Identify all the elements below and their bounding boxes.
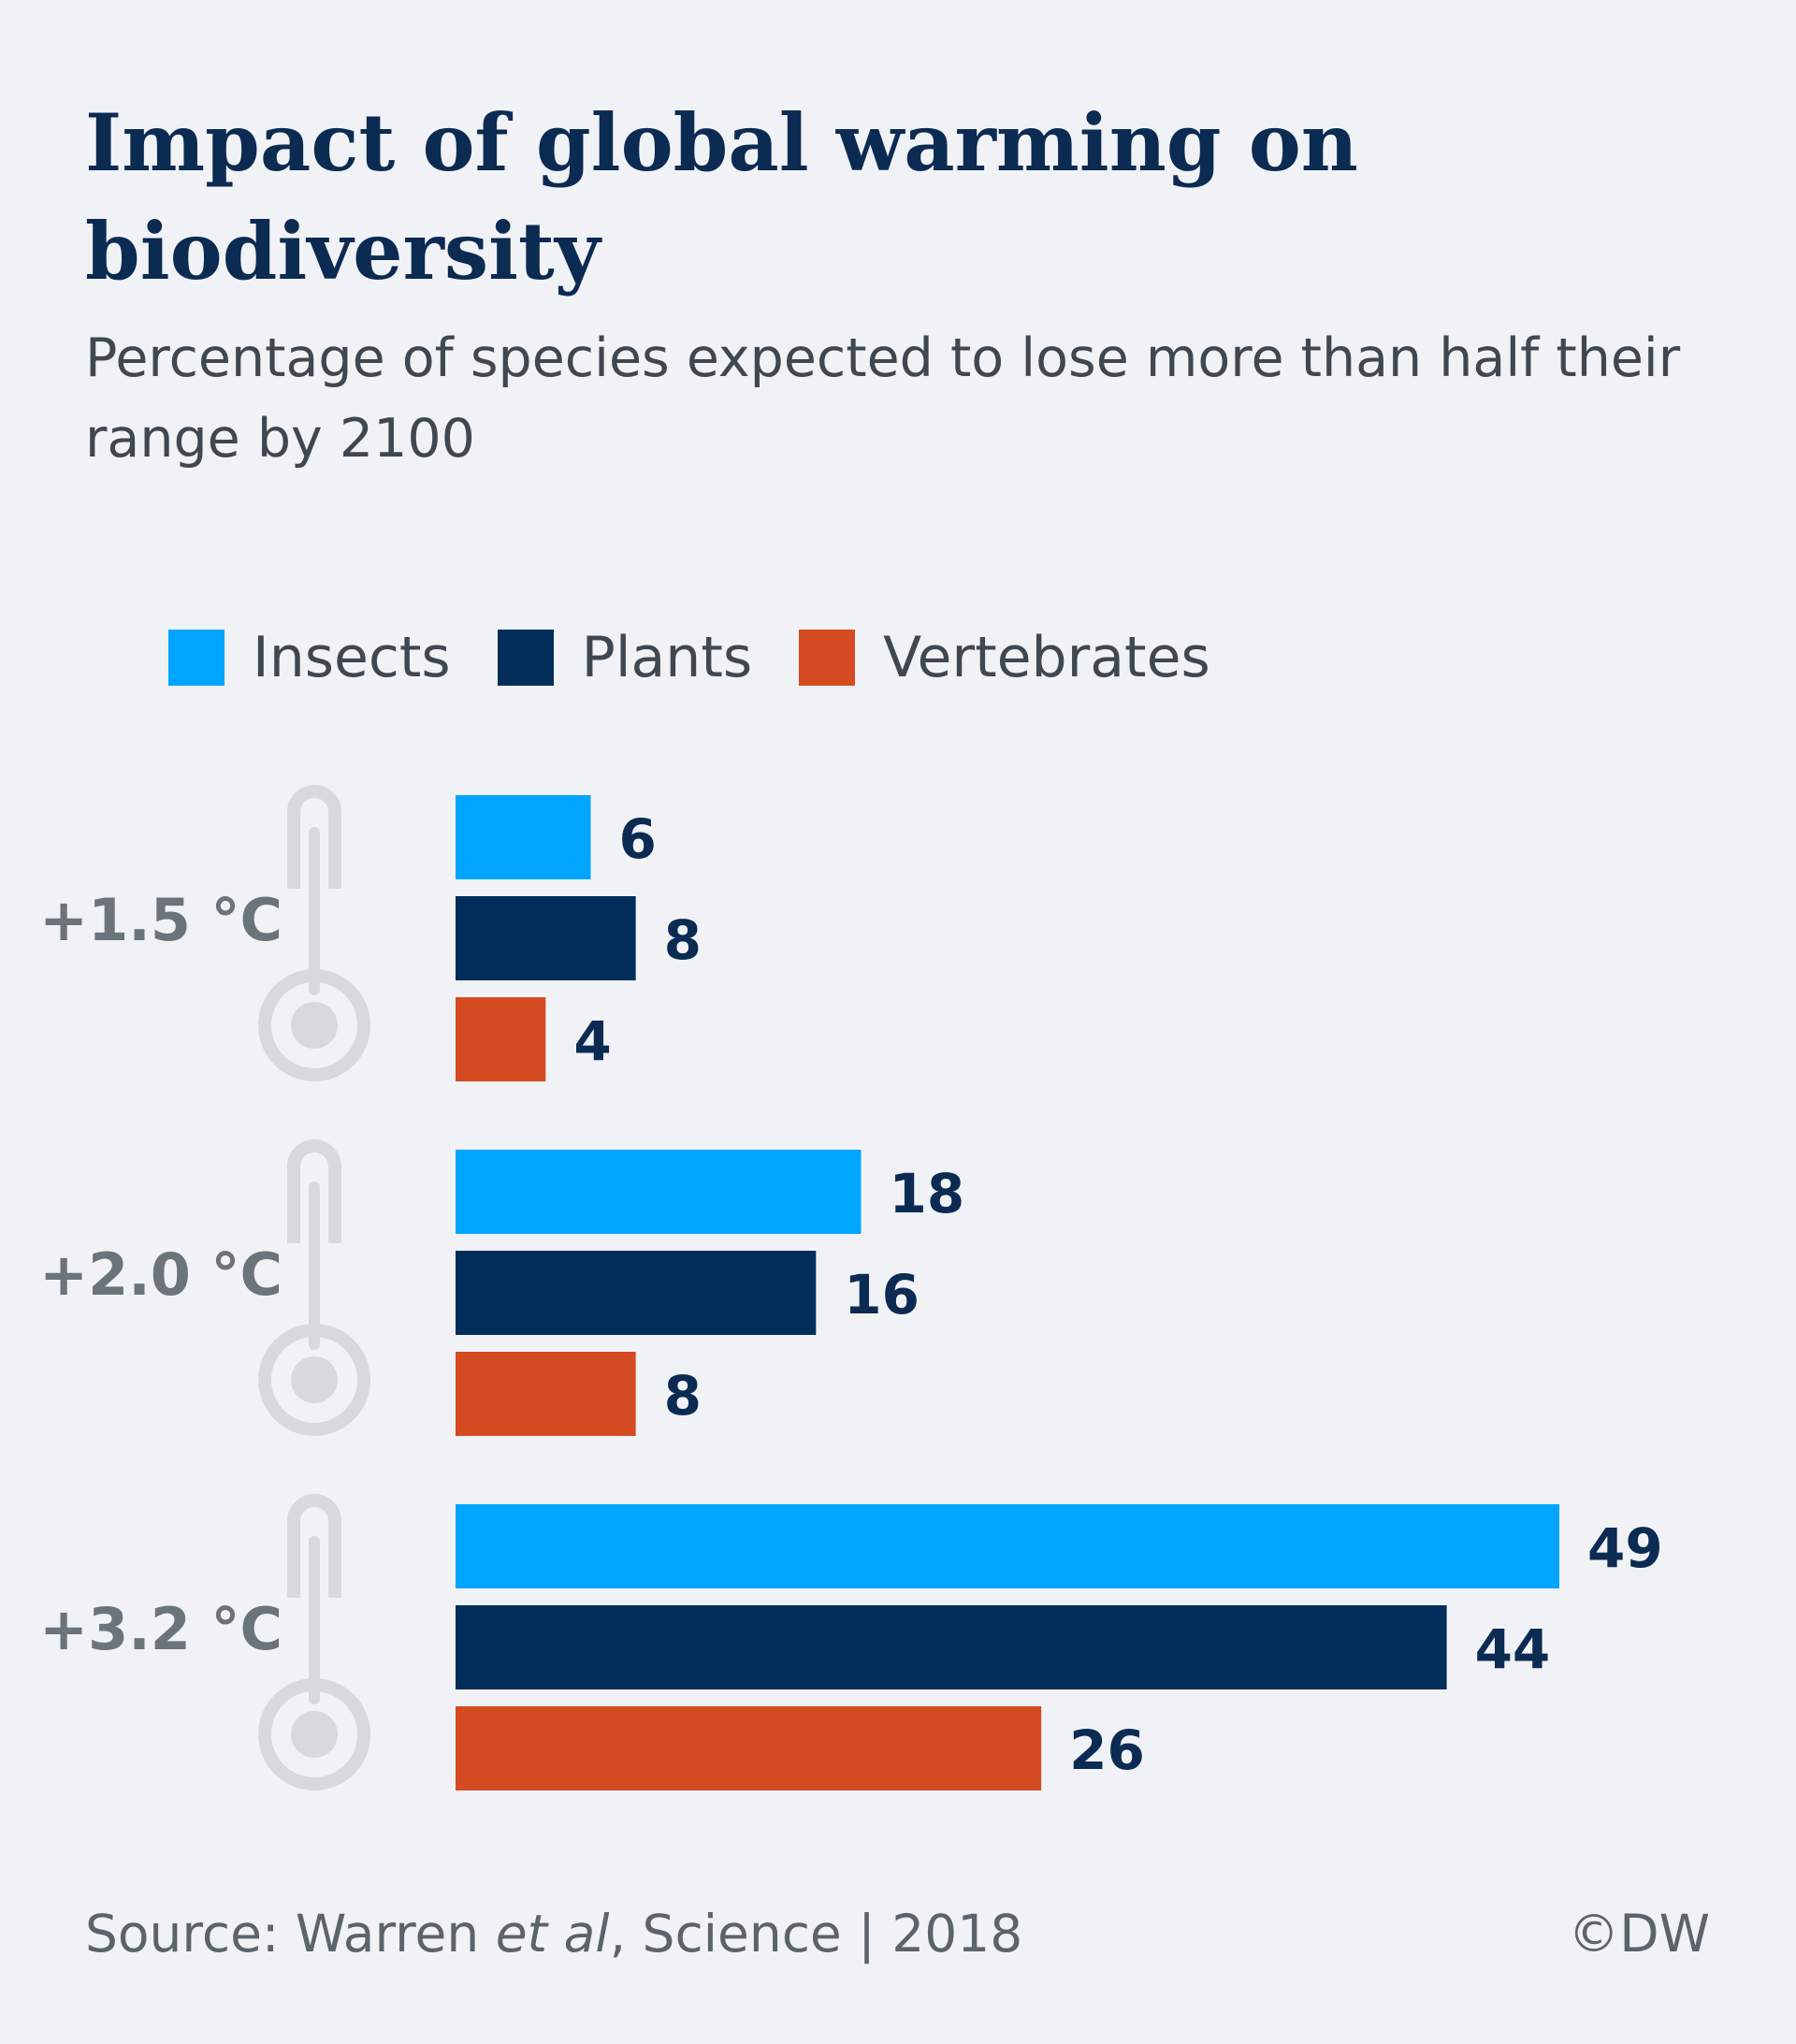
bar-vertebrates xyxy=(456,1706,1042,1790)
value-label-vertebrates: 8 xyxy=(664,1364,702,1428)
thermometer-icon xyxy=(258,1139,370,1436)
source-note: Source: Warren et al, Science | 2018 xyxy=(85,1904,1022,1964)
thermometer-icon xyxy=(258,1494,370,1790)
legend-swatch-insects xyxy=(168,630,224,686)
source-prefix: Source: Warren xyxy=(85,1904,496,1964)
legend-item-plants: Plants xyxy=(497,625,753,690)
bar-insects xyxy=(456,1150,862,1234)
bar-plants xyxy=(456,896,636,980)
category-label: +2.0 °C xyxy=(39,1240,282,1309)
bar-vertebrates xyxy=(456,997,546,1081)
bar-vertebrates xyxy=(456,1352,636,1436)
legend-swatch-plants xyxy=(497,630,554,686)
value-label-plants: 44 xyxy=(1475,1617,1551,1681)
source-italic: et al xyxy=(495,1904,610,1964)
legend-label-insects: Insects xyxy=(253,625,451,690)
value-label-vertebrates: 26 xyxy=(1069,1718,1145,1782)
thermometer-icon xyxy=(258,785,370,1081)
bar-insects xyxy=(456,795,591,879)
bar-plants xyxy=(456,1251,817,1335)
dw-credit: ©DW xyxy=(1568,1904,1710,1964)
value-label-insects: 18 xyxy=(889,1162,964,1225)
value-label-insects: 6 xyxy=(618,807,656,871)
value-label-plants: 8 xyxy=(664,908,702,972)
category-label: +3.2 °C xyxy=(39,1595,282,1663)
legend-label-plants: Plants xyxy=(581,625,753,690)
value-label-vertebrates: 4 xyxy=(573,1009,611,1073)
source-suffix: , Science | 2018 xyxy=(609,1904,1023,1964)
chart-subtitle: Percentage of species expected to lose m… xyxy=(85,327,1681,470)
value-label-insects: 49 xyxy=(1587,1516,1663,1580)
legend: Insects Plants Vertebrates xyxy=(168,625,1257,690)
bar-insects xyxy=(456,1504,1559,1588)
chart-title: Impact of global warming on biodiversity xyxy=(85,96,1358,297)
legend-label-vertebrates: Vertebrates xyxy=(883,625,1210,690)
legend-item-vertebrates: Vertebrates xyxy=(799,625,1210,690)
bar-plants xyxy=(456,1605,1447,1689)
value-label-plants: 16 xyxy=(844,1263,920,1326)
category-label: +1.5 °C xyxy=(39,886,282,954)
legend-swatch-vertebrates xyxy=(799,630,856,686)
legend-item-insects: Insects xyxy=(168,625,451,690)
